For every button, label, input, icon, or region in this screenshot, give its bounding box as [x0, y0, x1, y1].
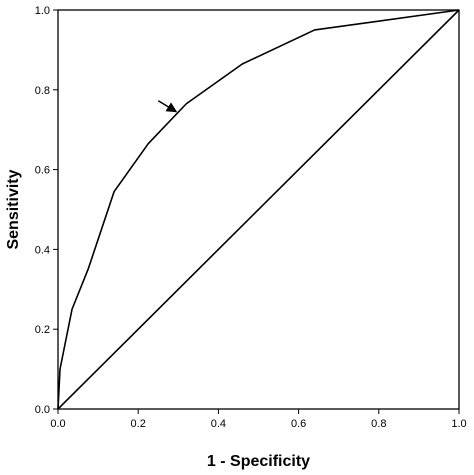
- x-tick-label: 0.0: [50, 418, 65, 430]
- reference-diagonal-line: [57, 9, 460, 410]
- x-axis-ticks: 0.0 0.2 0.4 0.6 0.8 1.0: [50, 409, 467, 430]
- annotation-arrow: [157, 100, 178, 113]
- x-tick-label: 1.0: [451, 418, 466, 430]
- y-tick-label: 0.8: [35, 85, 50, 97]
- x-tick-label: 0.8: [371, 418, 386, 430]
- y-tick-label: 0.2: [35, 324, 50, 336]
- x-tick-label: 0.4: [211, 418, 226, 430]
- x-tick-label: 0.2: [131, 418, 146, 430]
- y-tick-label: 1.0: [35, 5, 50, 17]
- y-axis-ticks: 0.0 0.2 0.4 0.6 0.8 1.0: [35, 5, 58, 416]
- y-axis-title: Sensitivity: [5, 169, 22, 249]
- roc-curve-line: [57, 9, 460, 410]
- x-axis-title: 1 - Specificity: [207, 453, 310, 470]
- y-tick-label: 0.0: [35, 404, 50, 416]
- series-layer: [57, 9, 460, 410]
- y-tick-label: 0.4: [35, 244, 50, 256]
- annotation-layer: [157, 100, 178, 113]
- x-tick-label: 0.6: [291, 418, 306, 430]
- y-tick-label: 0.6: [35, 165, 50, 177]
